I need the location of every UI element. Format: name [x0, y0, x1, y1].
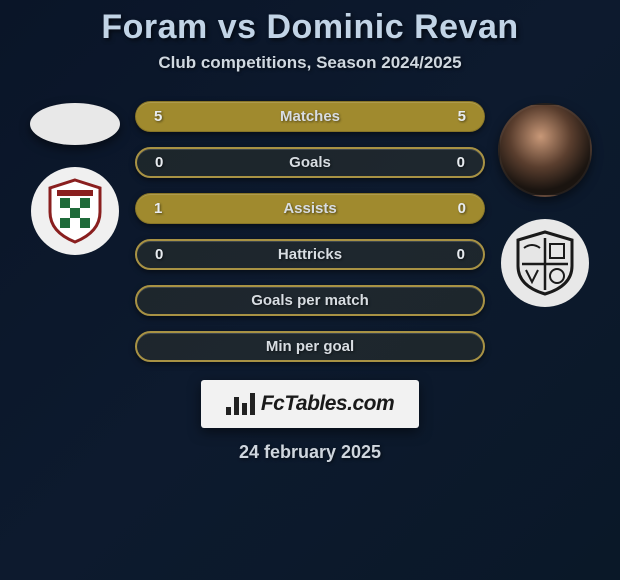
- right-column: [495, 101, 595, 362]
- stat-right-value: 5: [446, 108, 466, 125]
- player-right-avatar: [498, 103, 592, 197]
- bars-icon: [226, 393, 255, 415]
- stat-label: Goals: [175, 154, 445, 171]
- stat-label: Min per goal: [175, 338, 445, 355]
- stat-pill: Min per goal: [135, 331, 485, 362]
- stat-pill: 1Assists0: [135, 193, 485, 224]
- player-left-avatar: [30, 103, 120, 145]
- stat-pill: 0Hattricks0: [135, 239, 485, 270]
- stat-right-value: 0: [446, 200, 466, 217]
- stat-pill: 0Goals0: [135, 147, 485, 178]
- stat-label: Assists: [174, 200, 446, 217]
- stat-left-value: 0: [155, 246, 175, 263]
- shield-icon: [510, 228, 580, 298]
- stat-pill: 5Matches5: [135, 101, 485, 132]
- stat-right-value: 0: [445, 154, 465, 171]
- stat-left-value: 5: [154, 108, 174, 125]
- page-title: Foram vs Dominic Revan: [101, 8, 518, 47]
- stats-column: 5Matches50Goals01Assists00Hattricks0Goal…: [135, 101, 485, 362]
- comparison-card: Foram vs Dominic Revan Club competitions…: [0, 0, 620, 580]
- club-left-badge: [31, 167, 119, 255]
- brand-footer[interactable]: FcTables.com: [201, 380, 419, 428]
- stat-right-value: 0: [445, 246, 465, 263]
- subtitle: Club competitions, Season 2024/2025: [158, 53, 461, 73]
- stat-label: Goals per match: [175, 292, 445, 309]
- stat-left-value: 0: [155, 154, 175, 171]
- club-right-badge: [501, 219, 589, 307]
- stat-left-value: 1: [154, 200, 174, 217]
- brand-text: FcTables.com: [261, 392, 394, 416]
- left-column: [25, 101, 125, 362]
- shield-icon: [40, 176, 110, 246]
- stat-label: Hattricks: [175, 246, 445, 263]
- stat-pill: Goals per match: [135, 285, 485, 316]
- date-label: 24 february 2025: [239, 442, 381, 463]
- stat-label: Matches: [174, 108, 446, 125]
- main-row: 5Matches50Goals01Assists00Hattricks0Goal…: [0, 101, 620, 362]
